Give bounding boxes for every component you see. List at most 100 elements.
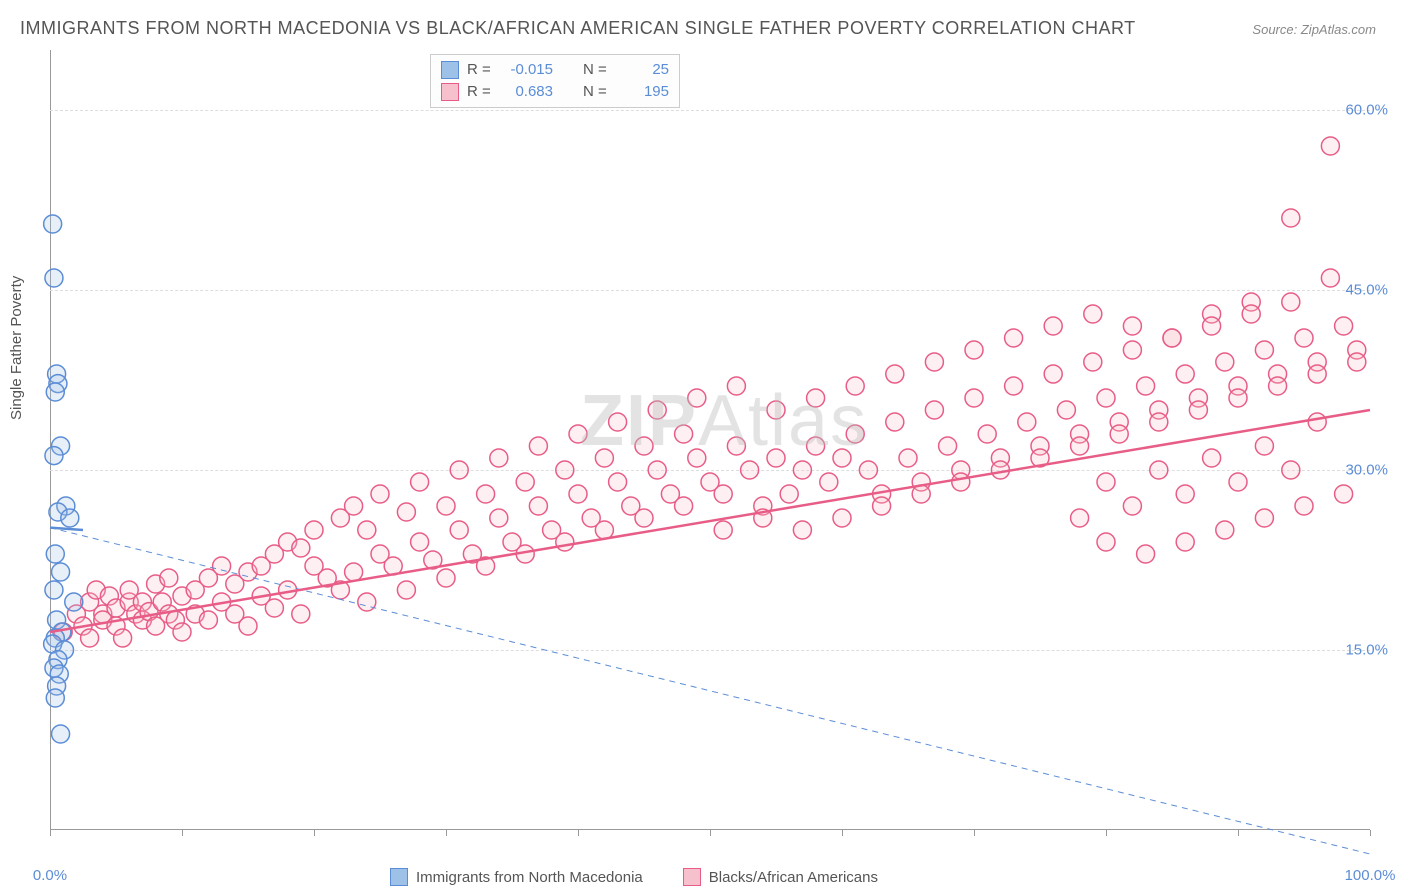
scatter-point xyxy=(1163,329,1181,347)
x-tick xyxy=(446,830,447,836)
scatter-point xyxy=(1057,401,1075,419)
scatter-point xyxy=(767,449,785,467)
source-value: ZipAtlas.com xyxy=(1301,22,1376,37)
scatter-point xyxy=(345,497,363,515)
scatter-point xyxy=(925,401,943,419)
scatter-point xyxy=(767,401,785,419)
scatter-point xyxy=(46,545,64,563)
scatter-point xyxy=(1282,293,1300,311)
chart-title: IMMIGRANTS FROM NORTH MACEDONIA VS BLACK… xyxy=(20,18,1136,39)
x-tick xyxy=(1238,830,1239,836)
scatter-point xyxy=(609,413,627,431)
scatter-point xyxy=(807,437,825,455)
scatter-svg xyxy=(50,50,1370,830)
scatter-point xyxy=(1084,305,1102,323)
scatter-point xyxy=(939,437,957,455)
scatter-point xyxy=(1255,437,1273,455)
scatter-point xyxy=(1189,401,1207,419)
legend-item-pink: Blacks/African Americans xyxy=(683,868,878,886)
scatter-point xyxy=(807,389,825,407)
scatter-point xyxy=(1203,449,1221,467)
scatter-point xyxy=(978,425,996,443)
scatter-point xyxy=(1321,269,1339,287)
x-tick xyxy=(182,830,183,836)
scatter-point xyxy=(1071,509,1089,527)
n-value-blue: 25 xyxy=(619,59,669,81)
scatter-point xyxy=(265,599,283,617)
scatter-point xyxy=(727,377,745,395)
blue-swatch-icon xyxy=(441,61,459,79)
scatter-point xyxy=(648,461,666,479)
x-tick xyxy=(1106,830,1107,836)
scatter-point xyxy=(1150,461,1168,479)
scatter-point xyxy=(292,605,310,623)
scatter-point xyxy=(1295,329,1313,347)
n-label: N = xyxy=(583,81,611,103)
scatter-point xyxy=(1335,317,1353,335)
scatter-point xyxy=(516,473,534,491)
scatter-point xyxy=(1321,137,1339,155)
scatter-point xyxy=(114,629,132,647)
r-value-blue: -0.015 xyxy=(503,59,553,81)
scatter-point xyxy=(1044,317,1062,335)
scatter-point xyxy=(1242,305,1260,323)
scatter-point xyxy=(1071,437,1089,455)
scatter-point xyxy=(1229,473,1247,491)
scatter-point xyxy=(1308,413,1326,431)
scatter-point xyxy=(965,341,983,359)
scatter-point xyxy=(675,425,693,443)
scatter-point xyxy=(358,521,376,539)
scatter-point xyxy=(741,461,759,479)
scatter-point xyxy=(477,485,495,503)
scatter-point xyxy=(397,581,415,599)
x-tick xyxy=(842,830,843,836)
scatter-point xyxy=(1097,389,1115,407)
scatter-point xyxy=(595,521,613,539)
scatter-point xyxy=(569,485,587,503)
scatter-point xyxy=(833,509,851,527)
legend-label-pink: Blacks/African Americans xyxy=(709,869,878,886)
legend-item-blue: Immigrants from North Macedonia xyxy=(390,868,643,886)
r-label: R = xyxy=(467,59,495,81)
scatter-point xyxy=(688,389,706,407)
scatter-point xyxy=(81,629,99,647)
scatter-point xyxy=(529,437,547,455)
pink-trend-line xyxy=(50,410,1370,632)
scatter-point xyxy=(1084,353,1102,371)
scatter-point xyxy=(1137,545,1155,563)
blue-dashed-trend xyxy=(50,528,1370,854)
scatter-point xyxy=(952,473,970,491)
scatter-point xyxy=(820,473,838,491)
scatter-point xyxy=(635,437,653,455)
scatter-point xyxy=(1295,497,1313,515)
scatter-point xyxy=(358,593,376,611)
x-tick xyxy=(50,830,51,836)
scatter-point xyxy=(52,725,70,743)
scatter-point xyxy=(213,557,231,575)
pink-swatch-icon xyxy=(683,868,701,886)
scatter-point xyxy=(1097,533,1115,551)
scatter-point xyxy=(160,569,178,587)
scatter-point xyxy=(873,497,891,515)
scatter-point xyxy=(397,503,415,521)
x-tick xyxy=(974,830,975,836)
scatter-point xyxy=(46,383,64,401)
scatter-point xyxy=(450,521,468,539)
pink-swatch-icon xyxy=(441,83,459,101)
scatter-point xyxy=(899,449,917,467)
scatter-point xyxy=(199,611,217,629)
series-legend: Immigrants from North Macedonia Blacks/A… xyxy=(390,868,908,886)
scatter-point xyxy=(793,521,811,539)
y-axis-label: Single Father Poverty xyxy=(8,276,25,420)
scatter-point xyxy=(780,485,798,503)
source-attribution: Source: ZipAtlas.com xyxy=(1252,22,1376,37)
scatter-point xyxy=(859,461,877,479)
scatter-point xyxy=(1005,329,1023,347)
scatter-point xyxy=(1123,497,1141,515)
scatter-point xyxy=(411,473,429,491)
n-label: N = xyxy=(583,59,611,81)
scatter-point xyxy=(556,461,574,479)
scatter-point xyxy=(1348,353,1366,371)
scatter-point xyxy=(292,539,310,557)
scatter-point xyxy=(45,581,63,599)
